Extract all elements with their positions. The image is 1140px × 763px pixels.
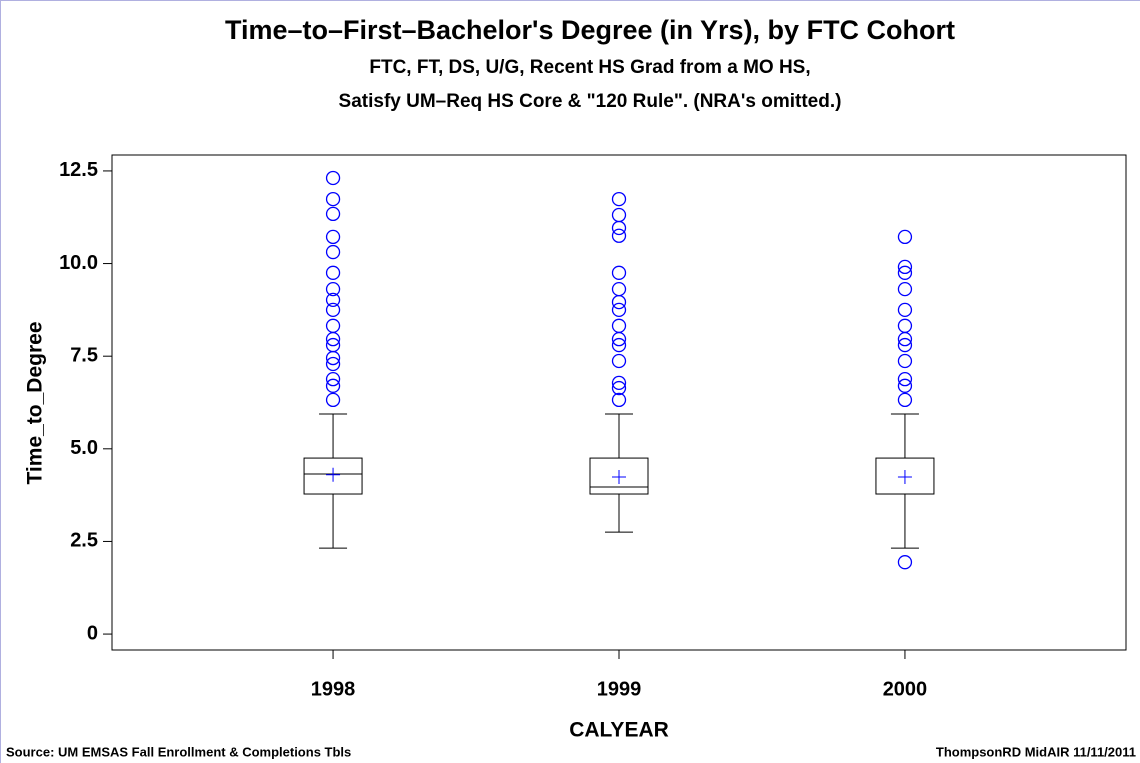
outlier (325, 206, 341, 222)
outlier (325, 292, 341, 308)
y-axis-label: Time_to_Degree (24, 321, 47, 484)
outlier (897, 378, 913, 393)
y-tick-label: 7.5 (70, 344, 98, 366)
outlier (611, 318, 627, 333)
outlier (611, 353, 627, 369)
outlier (897, 318, 913, 333)
outlier (325, 191, 341, 207)
outlier (325, 265, 341, 280)
outlier (897, 259, 913, 275)
outlier (325, 331, 341, 347)
outlier (325, 356, 341, 372)
outlier (897, 331, 913, 347)
outlier (897, 281, 913, 297)
x-tick-label: 2000 (883, 678, 928, 700)
outlier (897, 392, 913, 408)
outlier (325, 350, 341, 366)
outlier (897, 302, 913, 318)
mean (612, 469, 626, 484)
outlier (611, 294, 627, 310)
mean (897, 469, 912, 484)
outlier (325, 318, 341, 333)
outlier (611, 302, 627, 318)
outlier (611, 191, 627, 207)
outlier (611, 228, 627, 243)
outlier (897, 372, 913, 387)
outlier (325, 372, 341, 387)
outlier (611, 380, 627, 396)
box (589, 457, 649, 495)
outlier (325, 229, 341, 245)
outlier (611, 337, 627, 353)
x-tick-label: 1998 (311, 678, 356, 700)
outlier (897, 555, 913, 570)
outlier (325, 378, 341, 393)
outlier (325, 170, 341, 186)
footnote: Source: UM EMSAS Fall Enrollment & Compl… (6, 744, 351, 759)
y-tick-label: 10.0 (59, 252, 98, 274)
outlier (897, 229, 913, 245)
outlier (325, 302, 341, 318)
outlier (897, 353, 913, 369)
mean (326, 467, 341, 482)
outlier (611, 392, 627, 408)
outlier (611, 220, 627, 236)
outlier (897, 337, 913, 353)
x-axis-label: CALYEAR (569, 719, 669, 742)
outlier (325, 392, 341, 408)
x-tick-label: 1999 (597, 678, 642, 700)
y-tick-label: 12.5 (59, 159, 98, 181)
outlier (611, 281, 627, 297)
outlier (611, 375, 627, 391)
chart-title: Time–to–First–Bachelor's Degree (in Yrs)… (225, 15, 955, 45)
footnote: ThompsonRD MidAIR 11/11/2011 (936, 744, 1136, 759)
subtitle: FTC, FT, DS, U/G, Recent HS Grad from a … (369, 57, 810, 78)
box (303, 457, 363, 495)
outlier (611, 331, 627, 347)
outlier (325, 244, 341, 260)
y-tick-label: 5.0 (70, 437, 98, 459)
outlier (611, 265, 627, 280)
outlier (325, 281, 341, 297)
outlier (611, 207, 627, 223)
outlier (897, 265, 913, 280)
subtitle: Satisfy UM–Req HS Core & "120 Rule". (NR… (339, 91, 842, 112)
y-tick-label: 2.5 (70, 530, 98, 552)
y-tick-label: 0 (87, 622, 98, 644)
